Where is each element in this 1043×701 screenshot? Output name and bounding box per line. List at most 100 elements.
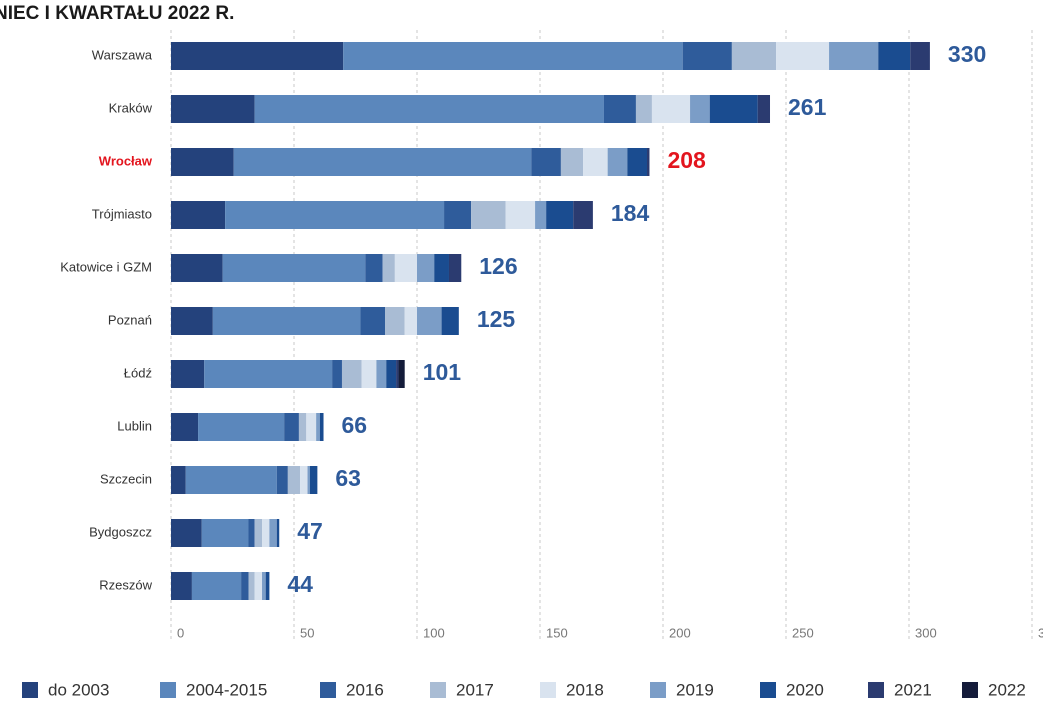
bar-segment [546, 201, 574, 229]
y-tick-label: Łódź [124, 365, 152, 380]
y-tick-label: Poznań [108, 312, 152, 327]
bar-segment [360, 307, 386, 335]
bar-segment [204, 360, 333, 388]
bar-segment [171, 466, 186, 494]
legend-label: 2022 [988, 680, 1026, 699]
legend-label: 2021 [894, 680, 932, 699]
total-label: 63 [335, 465, 361, 491]
total-label: 125 [477, 306, 516, 332]
bar-segment [535, 201, 547, 229]
bar-segment [265, 572, 270, 600]
bar-segment [171, 95, 255, 123]
bar-segment [404, 307, 417, 335]
bar-segment [417, 307, 442, 335]
bar-segment [171, 307, 213, 335]
x-tick-label: 100 [423, 625, 445, 640]
bar-segment [171, 413, 199, 441]
bar-segment [382, 254, 395, 282]
total-label: 47 [297, 518, 323, 544]
legend-swatch [540, 682, 556, 698]
bar-segment [212, 307, 361, 335]
bar-segment [709, 95, 758, 123]
y-tick-label: Trójmiasto [92, 206, 152, 221]
bar-segment [361, 360, 377, 388]
bar-segment [262, 519, 270, 547]
bar-segment [385, 307, 405, 335]
bar-segment [248, 519, 255, 547]
y-tick-label: Katowice i GZM [60, 259, 152, 274]
bar-segment [560, 148, 584, 176]
bar-segment [343, 42, 683, 70]
bar-segment [201, 519, 249, 547]
legend-swatch [962, 682, 978, 698]
bar-segment [300, 466, 308, 494]
bar-segment [284, 413, 299, 441]
bar-segment [386, 360, 397, 388]
x-tick-label: 200 [669, 625, 691, 640]
bar-segment [607, 148, 628, 176]
bar-segment [225, 201, 445, 229]
bar-segment [276, 466, 288, 494]
bar-segment [505, 201, 536, 229]
bar-segment [171, 572, 192, 600]
legend-swatch [868, 682, 884, 698]
bar-segment [241, 572, 249, 600]
bar-segment [262, 572, 266, 600]
bar-segment [776, 42, 830, 70]
y-tick-label: Wrocław [99, 153, 153, 168]
y-tick-label: Bydgoszcz [89, 524, 152, 539]
bar-segment [254, 572, 263, 600]
x-tick-label: 250 [792, 625, 814, 640]
bar-segment [441, 307, 459, 335]
bar-segment [583, 148, 608, 176]
total-label: 184 [611, 200, 650, 226]
x-tick-label: 50 [300, 625, 314, 640]
bar-segment [471, 201, 506, 229]
bar-segment [332, 360, 342, 388]
bar-segment [651, 95, 691, 123]
bar-segment [757, 95, 771, 123]
bar-segment [682, 42, 732, 70]
bar-segment [198, 413, 285, 441]
legend-swatch [160, 682, 176, 698]
legend-label: 2020 [786, 680, 824, 699]
bar-segment [171, 42, 344, 70]
x-tick-label: 150 [546, 625, 568, 640]
bar-segment [269, 519, 277, 547]
total-label: 66 [342, 412, 368, 438]
bar-segment [222, 254, 366, 282]
bar-segment [365, 254, 383, 282]
legend-swatch [320, 682, 336, 698]
legend-swatch [760, 682, 776, 698]
bar-segment [298, 413, 307, 441]
bar-segment [306, 413, 317, 441]
total-label: 261 [788, 94, 827, 120]
bar-segment [191, 572, 242, 600]
bar-segment [309, 466, 318, 494]
bar-segment [603, 95, 636, 123]
y-tick-label: Szczecin [100, 471, 152, 486]
total-label: 330 [948, 41, 986, 67]
bar-segment [171, 360, 205, 388]
legend-label: 2019 [676, 680, 714, 699]
legend-label: 2016 [346, 680, 384, 699]
bar-segment [233, 148, 532, 176]
bar-segment [171, 254, 223, 282]
y-tick-label: Lublin [117, 418, 152, 433]
bar-segment [396, 360, 399, 388]
total-label: 101 [423, 359, 462, 385]
y-tick-label: Rzeszów [99, 577, 152, 592]
legend-swatch [22, 682, 38, 698]
legend-label: 2017 [456, 680, 494, 699]
bar-segment [171, 519, 202, 547]
legend-swatch [650, 682, 666, 698]
bar-segment [635, 95, 652, 123]
bar-segment [307, 466, 310, 494]
bar-segment [171, 201, 226, 229]
bar-segment [910, 42, 930, 70]
x-tick-label: 0 [177, 625, 184, 640]
x-tick-label: 300 [915, 625, 937, 640]
bar-segment [341, 360, 362, 388]
bar-segment [254, 519, 263, 547]
bar-segment [254, 95, 604, 123]
